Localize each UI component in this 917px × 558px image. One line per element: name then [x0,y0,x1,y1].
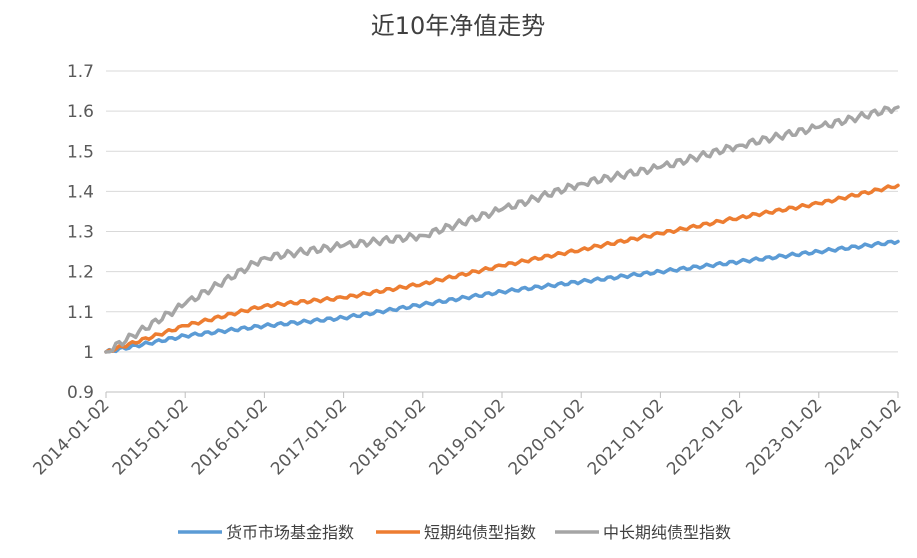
x-tick-label: 2015-01-02 [109,395,193,479]
chart-title: 近10年净值走势 [371,12,546,40]
legend-label: 短期纯债型指数 [424,523,536,542]
x-tick-label: 2021-01-02 [584,395,668,479]
y-tick-label: 1.7 [67,62,94,82]
x-tick-label: 2018-01-02 [346,395,430,479]
x-tick-label: 2016-01-02 [188,395,272,479]
series-line [104,239,900,354]
grid-layer [106,70,898,393]
x-tick-label: 2019-01-02 [426,395,510,479]
x-tick-label: 2024-01-02 [822,395,906,479]
y-tick-label: 1.5 [67,142,94,162]
y-tick-label: 0.9 [67,383,94,403]
series-layer [104,105,900,354]
x-tick-label: 2014-01-02 [30,395,114,479]
y-tick-label: 1.2 [67,263,94,283]
y-tick-label: 1.6 [67,102,94,122]
x-tick-label: 2022-01-02 [663,395,747,479]
x-tick-label: 2017-01-02 [267,395,351,479]
x-tick-label: 2023-01-02 [742,395,826,479]
legend-label: 中长期纯债型指数 [603,523,731,542]
y-tick-label: 1.1 [67,303,94,323]
legend: 货币市场基金指数 短期纯债型指数 中长期纯债型指数 [178,523,731,542]
y-tick-label: 1.3 [67,223,94,243]
y-tick-label: 1 [83,343,94,363]
x-tick-label: 2020-01-02 [505,395,589,479]
legend-label: 货币市场基金指数 [226,523,354,542]
y-tick-label: 1.4 [67,182,94,202]
y-axis-ticks: 0.9 1 1.1 1.2 1.3 1.4 1.5 1.6 1.7 [67,62,94,403]
x-axis-ticks: 2014-01-022015-01-022016-01-022017-01-02… [30,392,906,479]
